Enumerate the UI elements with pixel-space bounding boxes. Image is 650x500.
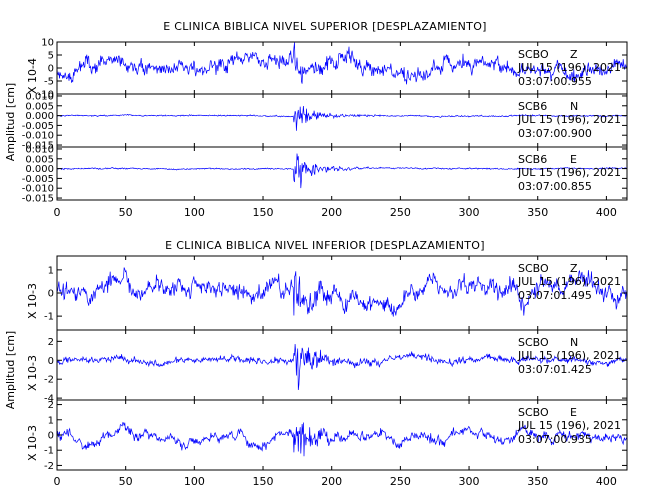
y-scale-label: X 10-3 bbox=[26, 283, 39, 319]
y-tick-label: 1 bbox=[48, 265, 54, 276]
y-tick-label: 0 bbox=[48, 64, 54, 75]
x-tick-label: 200 bbox=[321, 475, 342, 488]
y-tick-label: 1 bbox=[48, 415, 54, 426]
component-label: E bbox=[570, 406, 577, 419]
y-tick-label: -10 bbox=[38, 90, 54, 101]
x-tick-label: 150 bbox=[253, 475, 274, 488]
date-label: JUL 15 (196), 2021 bbox=[517, 61, 621, 74]
y-tick-label: 0.005 bbox=[25, 154, 54, 165]
y-tick-label: 10 bbox=[41, 38, 54, 49]
y-scale-label: X 10-3 bbox=[26, 355, 39, 391]
y-tick-label: 2 bbox=[48, 400, 54, 411]
y-scale-label: X 10-4 bbox=[26, 58, 39, 94]
station-label: SCB6 bbox=[518, 153, 547, 166]
time-label: 03:07:00.855 bbox=[518, 180, 592, 193]
x-tick-label: 0 bbox=[54, 475, 61, 488]
x-tick-label: 100 bbox=[184, 475, 205, 488]
y-tick-label: -2 bbox=[44, 375, 54, 386]
x-tick-label: 400 bbox=[596, 206, 617, 219]
time-label: 03:07:00.955 bbox=[518, 75, 592, 88]
waveform-line bbox=[57, 421, 627, 457]
component-label: N bbox=[570, 336, 578, 349]
station-label: SCB6 bbox=[518, 100, 547, 113]
y-tick-label: -0.010 bbox=[22, 184, 54, 195]
station-label: SCBO bbox=[518, 262, 549, 275]
waveform-line bbox=[57, 42, 627, 85]
y-tick-label: 0 bbox=[48, 356, 54, 367]
x-tick-label: 300 bbox=[459, 475, 480, 488]
figure-2: E CLINICA BIBLICA NIVEL INFERIOR [DESPLA… bbox=[4, 239, 628, 488]
y-tick-label: -1 bbox=[44, 312, 54, 323]
x-tick-label: 150 bbox=[253, 206, 274, 219]
y-tick-label: 0.005 bbox=[25, 101, 54, 112]
date-label: JUL 15 (196), 2021 bbox=[517, 349, 621, 362]
waveform-line bbox=[57, 267, 627, 317]
x-tick-label: 250 bbox=[390, 475, 411, 488]
x-tick-label: 300 bbox=[459, 206, 480, 219]
date-label: JUL 15 (196), 2021 bbox=[517, 113, 621, 126]
y-tick-label: -2 bbox=[44, 461, 54, 472]
x-tick-label: 200 bbox=[321, 206, 342, 219]
panel-frame bbox=[56, 146, 628, 201]
y-tick-label: 0 bbox=[48, 431, 54, 442]
y-tick-label: 0.010 bbox=[25, 91, 54, 102]
y-tick-label: -0.015 bbox=[22, 194, 54, 205]
y-tick-label: -0.005 bbox=[22, 174, 54, 185]
y-tick-label: -0.005 bbox=[22, 121, 54, 132]
y-tick-label: -0.010 bbox=[22, 131, 54, 142]
time-label: 03:07:00.935 bbox=[518, 433, 592, 446]
y-scale-label: X 10-3 bbox=[26, 425, 39, 461]
x-tick-label: 50 bbox=[119, 206, 133, 219]
y-tick-label: -4 bbox=[44, 394, 54, 405]
y-tick-label: 0.000 bbox=[25, 164, 54, 175]
y-tick-label: -0.015 bbox=[22, 141, 54, 152]
y-axis-label: Amplitud [cm] bbox=[4, 331, 17, 409]
y-tick-label: 0.010 bbox=[25, 144, 54, 155]
y-tick-label: 2 bbox=[48, 337, 54, 348]
y-axis-label: Amplitud [cm] bbox=[4, 83, 17, 161]
date-label: JUL 15 (196), 2021 bbox=[517, 275, 621, 288]
date-label: JUL 15 (196), 2021 bbox=[517, 166, 621, 179]
component-label: Z bbox=[570, 262, 578, 275]
station-label: SCBO bbox=[518, 406, 549, 419]
x-tick-label: 250 bbox=[390, 206, 411, 219]
time-label: 03:07:01.425 bbox=[518, 363, 592, 376]
station-label: SCBO bbox=[518, 336, 549, 349]
waveform-line bbox=[57, 343, 627, 391]
station-label: SCBO bbox=[518, 48, 549, 61]
chart-title: E CLINICA BIBLICA NIVEL INFERIOR [DESPLA… bbox=[165, 239, 485, 252]
time-label: 03:07:01.495 bbox=[518, 289, 592, 302]
component-label: E bbox=[570, 153, 577, 166]
x-tick-label: 100 bbox=[184, 206, 205, 219]
x-tick-label: 50 bbox=[119, 475, 133, 488]
component-label: N bbox=[570, 100, 578, 113]
figure-1: E CLINICA BIBLICA NIVEL SUPERIOR [DESPLA… bbox=[4, 20, 628, 219]
y-tick-label: 0.000 bbox=[25, 111, 54, 122]
waveform-line bbox=[57, 105, 627, 131]
x-tick-label: 350 bbox=[527, 475, 548, 488]
y-tick-label: -5 bbox=[44, 77, 54, 88]
x-tick-label: 400 bbox=[596, 475, 617, 488]
time-label: 03:07:00.900 bbox=[518, 127, 592, 140]
y-tick-label: -1 bbox=[44, 446, 54, 457]
chart-title: E CLINICA BIBLICA NIVEL SUPERIOR [DESPLA… bbox=[163, 20, 487, 33]
component-label: Z bbox=[570, 48, 578, 61]
x-tick-label: 0 bbox=[54, 206, 61, 219]
waveform-line bbox=[57, 153, 627, 189]
y-tick-label: 5 bbox=[48, 51, 54, 62]
x-tick-label: 350 bbox=[527, 206, 548, 219]
date-label: JUL 15 (196), 2021 bbox=[517, 419, 621, 432]
y-tick-label: 0 bbox=[48, 289, 54, 300]
